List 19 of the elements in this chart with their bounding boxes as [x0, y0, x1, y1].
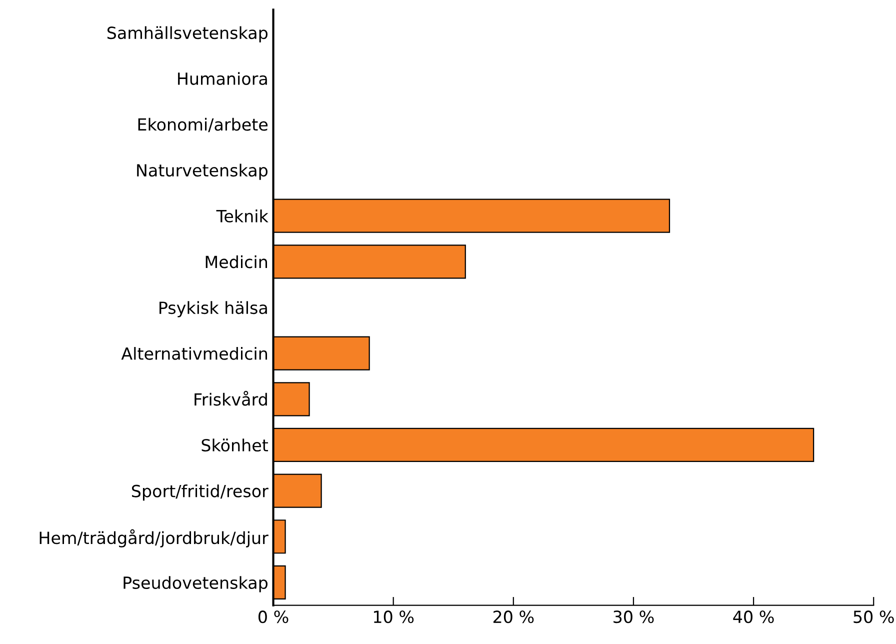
y-tick-label: Hem/trädgård/jordbruk/djur	[40, 529, 268, 548]
y-tick-label: Humaniora	[178, 72, 267, 85]
y-tick-label: Ekonomi/arbete	[138, 118, 268, 132]
x-tick-label: 30 %	[614, 610, 654, 624]
x-tick-label: 20 %	[493, 610, 534, 624]
y-tick-label: Alternativmedicin	[121, 347, 268, 360]
x-tick-label: 40 %	[733, 610, 774, 624]
y-tick-label: Sport/fritid/resor	[132, 484, 268, 501]
x-tick-label: 10 %	[374, 610, 414, 624]
y-tick-label: Samhällsvetenskap	[107, 26, 268, 42]
y-tick-label: Psykisk hälsa	[160, 301, 267, 318]
y-tick-label: Skönhet	[202, 438, 268, 452]
y-tick-label: Teknik	[216, 210, 268, 222]
x-tick-label: 50 %	[854, 610, 894, 624]
y-tick-label: Friskvård	[194, 390, 267, 406]
x-tick-label: 0 %	[258, 610, 288, 624]
y-tick-label: Medicin	[206, 255, 267, 268]
y-tick-label: Naturvetenskap	[137, 164, 268, 180]
y-tick-label: Pseudovetenskap	[124, 576, 268, 592]
